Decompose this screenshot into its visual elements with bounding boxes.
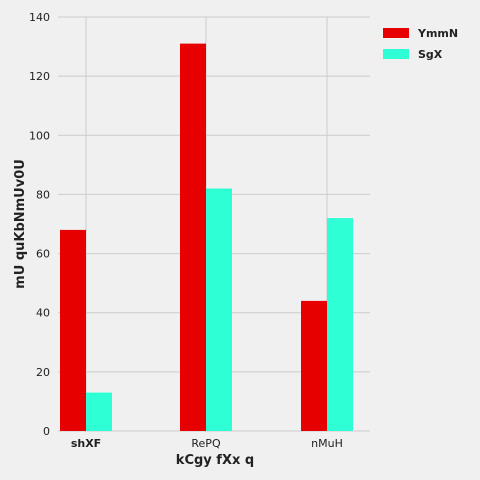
bars [60,43,353,431]
y-tick-label: 60 [36,248,50,261]
y-tick-label: 120 [29,70,50,83]
legend-swatch-YmmN [383,28,409,38]
y-tick-label: 40 [36,307,50,320]
bar-YmmN-shXF [60,229,86,431]
y-axis-label: mU quKbNmUv0U [13,159,28,289]
bar-SgX-nMuH [327,218,353,431]
y-tick-label: 100 [29,129,50,142]
y-tick-label: 20 [36,366,50,379]
x-tick-label: nMuH [311,437,343,450]
y-tick-label: 80 [36,188,50,201]
bar-SgX-RePQ [206,188,232,431]
legend: YmmN SgX [383,27,458,61]
x-axis-label: kCgy fXx q [176,453,254,468]
x-axis-ticks: shXF RePQ nMuH [71,437,343,450]
bar-YmmN-RePQ [180,43,206,431]
y-tick-label: 0 [43,425,50,438]
x-tick-label: shXF [71,437,101,450]
bar-YmmN-nMuH [301,300,327,431]
y-tick-label: 140 [29,11,50,24]
legend-swatch-SgX [383,49,409,59]
legend-label-YmmN: YmmN [417,27,458,40]
y-axis-ticks: 0 20 40 60 80 100 120 140 [29,11,50,438]
legend-label-SgX: SgX [418,48,443,61]
x-tick-label: RePQ [191,437,221,450]
bar-SgX-shXF [86,392,112,431]
